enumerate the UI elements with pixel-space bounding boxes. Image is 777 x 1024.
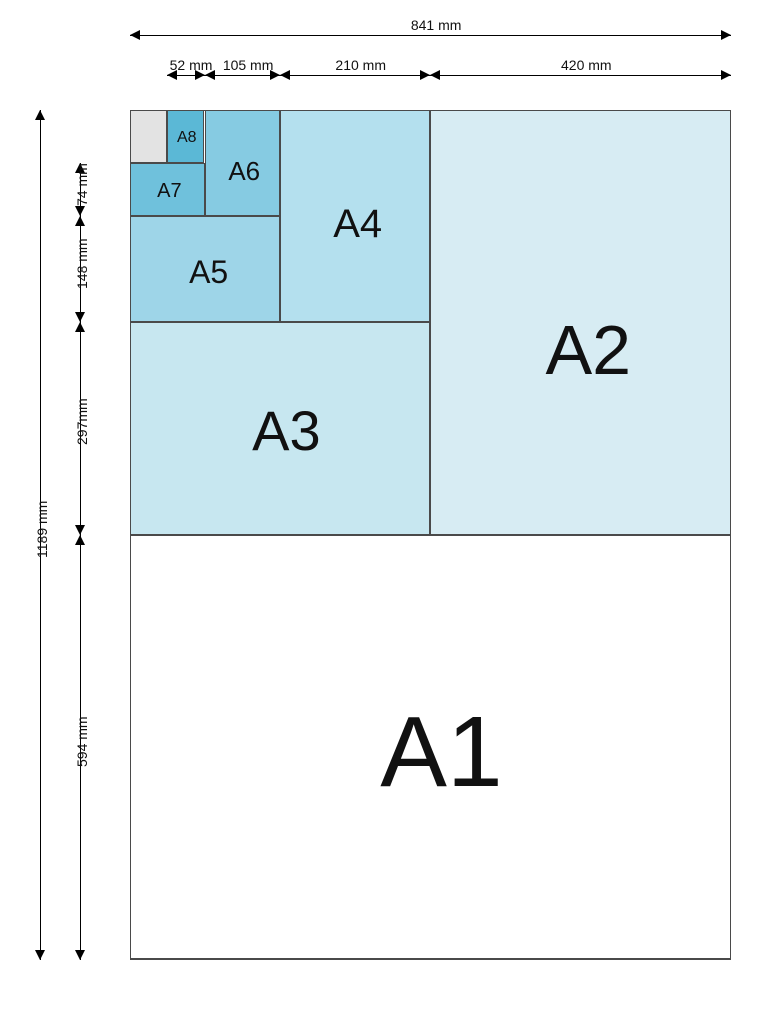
arrow-right-icon bbox=[420, 70, 430, 80]
label-a4: A4 bbox=[333, 204, 382, 244]
arrow-up-icon bbox=[75, 322, 85, 332]
dim-label: 1189 mm bbox=[34, 501, 50, 558]
arrow-up-icon bbox=[75, 535, 85, 545]
arrow-down-icon bbox=[75, 312, 85, 322]
dim-line-h bbox=[280, 75, 430, 76]
paper-a9 bbox=[130, 110, 167, 163]
arrow-left-icon bbox=[280, 70, 290, 80]
label-a3: A3 bbox=[252, 403, 321, 459]
label-a6: A6 bbox=[228, 158, 260, 184]
dim-line-h bbox=[205, 75, 280, 76]
dim-label: 594 mm bbox=[74, 717, 90, 768]
label-a1: A1 bbox=[380, 702, 502, 802]
arrow-right-icon bbox=[721, 30, 731, 40]
dim-label: 52 mm bbox=[170, 57, 213, 73]
dim-label: 841 mm bbox=[411, 17, 462, 33]
label-a2: A2 bbox=[545, 315, 631, 385]
label-a8: A8 bbox=[177, 130, 197, 146]
dim-label: 297mm bbox=[74, 398, 90, 445]
dim-line-h bbox=[430, 75, 731, 76]
dim-label: 148 mm bbox=[74, 238, 90, 289]
dim-label: 105 mm bbox=[223, 57, 274, 73]
paper-size-diagram: A0A1A2A3A4A5A6A7A8841 mm420 mm210 mm105 … bbox=[0, 0, 777, 1024]
arrow-down-icon bbox=[75, 950, 85, 960]
arrow-left-icon bbox=[430, 70, 440, 80]
arrow-up-icon bbox=[75, 216, 85, 226]
dim-label: 420 mm bbox=[561, 57, 612, 73]
label-a7: A7 bbox=[157, 181, 181, 201]
arrow-down-icon bbox=[75, 525, 85, 535]
arrow-left-icon bbox=[130, 30, 140, 40]
arrow-down-icon bbox=[75, 206, 85, 216]
dim-line-h bbox=[130, 35, 731, 36]
label-a5: A5 bbox=[189, 256, 228, 288]
dim-label: 74 mm bbox=[74, 163, 90, 206]
arrow-right-icon bbox=[721, 70, 731, 80]
arrow-up-icon bbox=[35, 110, 45, 120]
arrow-down-icon bbox=[35, 950, 45, 960]
dim-label: 210 mm bbox=[335, 57, 386, 73]
